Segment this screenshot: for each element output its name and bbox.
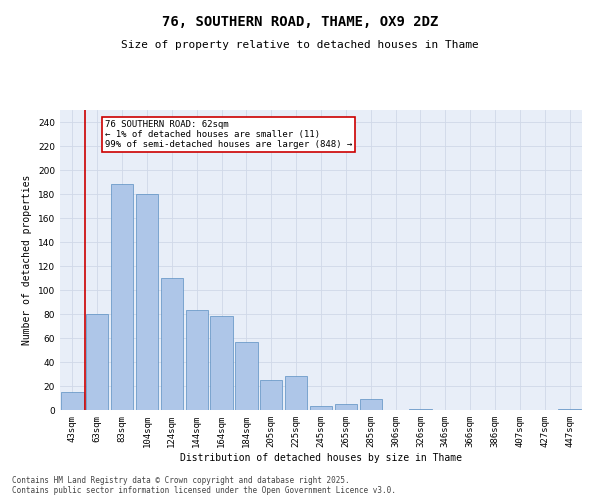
Bar (335, 404, 357, 410)
Bar (260, 380, 283, 410)
Bar (235, 342, 257, 410)
Bar (359, 399, 382, 410)
Bar (161, 278, 183, 410)
Text: Size of property relative to detached houses in Thame: Size of property relative to detached ho… (121, 40, 479, 50)
Bar (86, 314, 109, 410)
Text: 76, SOUTHERN ROAD, THAME, OX9 2DZ: 76, SOUTHERN ROAD, THAME, OX9 2DZ (162, 15, 438, 29)
Text: Contains HM Land Registry data © Crown copyright and database right 2025.
Contai: Contains HM Land Registry data © Crown c… (12, 476, 396, 495)
Bar (185, 310, 208, 410)
Bar (136, 194, 158, 410)
Bar (559, 409, 581, 410)
Bar (111, 184, 133, 410)
Text: 76 SOUTHERN ROAD: 62sqm
← 1% of detached houses are smaller (11)
99% of semi-det: 76 SOUTHERN ROAD: 62sqm ← 1% of detached… (105, 120, 352, 150)
Bar (409, 409, 431, 410)
Bar (285, 376, 307, 410)
Bar (61, 392, 83, 410)
X-axis label: Distribution of detached houses by size in Thame: Distribution of detached houses by size … (180, 452, 462, 462)
Bar (310, 406, 332, 410)
Y-axis label: Number of detached properties: Number of detached properties (22, 175, 32, 345)
Bar (211, 316, 233, 410)
